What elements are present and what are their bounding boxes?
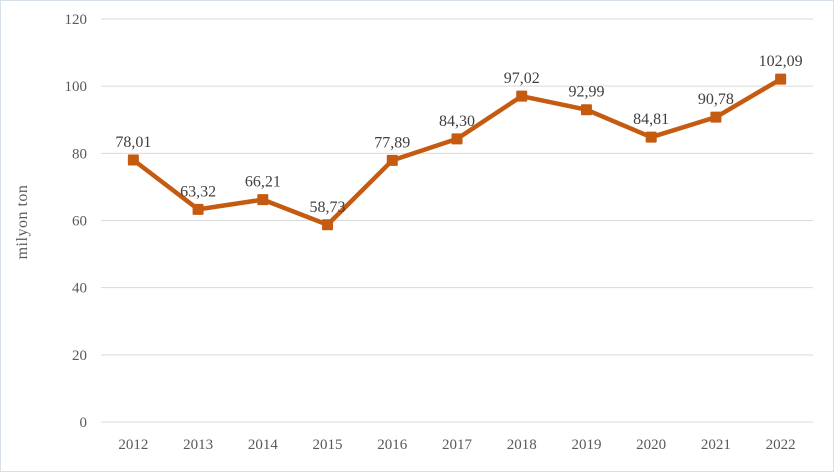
- y-tick-label: 100: [65, 79, 88, 95]
- y-tick-label: 80: [72, 146, 87, 162]
- x-tick-label: 2016: [377, 437, 408, 453]
- data-point-marker: [516, 90, 528, 102]
- data-point-marker: [451, 133, 463, 145]
- data-series-line: [131, 76, 783, 228]
- data-point-marker: [322, 219, 334, 231]
- data-point-label: 63,32: [180, 183, 216, 200]
- data-point-label: 78,01: [115, 134, 151, 151]
- x-tick-label: 2013: [183, 437, 213, 453]
- data-point-marker: [127, 154, 139, 166]
- data-point-marker: [710, 111, 722, 123]
- data-point-label: 97,02: [504, 70, 540, 87]
- y-tick-label: 120: [65, 12, 88, 28]
- data-point-marker: [775, 73, 787, 85]
- data-point-label: 90,78: [698, 91, 734, 108]
- y-tick-label: 0: [80, 415, 88, 431]
- x-tick-label: 2012: [118, 437, 148, 453]
- data-point-label: 84,30: [439, 113, 475, 130]
- x-tick-label: 2019: [571, 437, 601, 453]
- data-point-label: 66,21: [245, 174, 281, 191]
- y-axis-title: milyon ton: [14, 184, 31, 260]
- y-tick-label: 60: [72, 214, 87, 230]
- data-point-marker: [192, 203, 204, 215]
- x-tick-label: 2018: [507, 437, 537, 453]
- data-point-label: 102,09: [759, 53, 803, 70]
- x-tick-label: 2015: [313, 437, 343, 453]
- x-tick-label: 2020: [636, 437, 666, 453]
- data-point-label: 84,81: [633, 111, 669, 128]
- data-point-marker: [580, 104, 592, 116]
- data-point-label: 92,99: [568, 84, 604, 101]
- x-tick-label: 2017: [442, 437, 473, 453]
- y-tick-label: 20: [72, 348, 87, 364]
- x-tick-label: 2022: [766, 437, 796, 453]
- y-tick-label: 40: [72, 281, 87, 297]
- data-point-marker: [645, 131, 657, 143]
- data-point-marker: [257, 194, 269, 206]
- x-tick-label: 2014: [248, 437, 279, 453]
- data-point-label: 77,89: [374, 134, 410, 151]
- data-point-label: 58,73: [310, 199, 346, 216]
- x-tick-label: 2021: [701, 437, 731, 453]
- data-point-marker: [386, 154, 398, 166]
